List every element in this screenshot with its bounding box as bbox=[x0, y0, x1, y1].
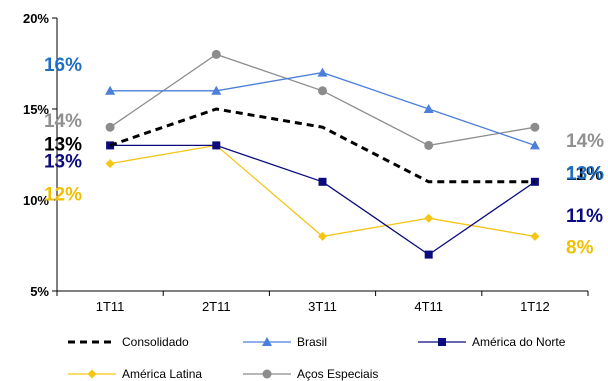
data-point bbox=[105, 159, 115, 169]
legend-item-1: Consolidado bbox=[68, 335, 189, 349]
data-point bbox=[211, 49, 221, 59]
legend-marker bbox=[87, 369, 97, 379]
legend-label: América Latina bbox=[122, 367, 202, 381]
data-label: 11% bbox=[566, 164, 603, 185]
legend-item-3: América do Norte bbox=[418, 335, 566, 349]
data-label: 13% bbox=[44, 134, 82, 155]
series-3 bbox=[106, 141, 539, 259]
legend-marker bbox=[262, 369, 272, 379]
data-point bbox=[424, 213, 434, 223]
chart-axes: 5% 10% 15% 20% 1T11 2T11 3T11 4T11 1T12 bbox=[23, 11, 589, 314]
data-point bbox=[317, 67, 328, 77]
y-tick-label: 20% bbox=[23, 11, 49, 26]
data-point bbox=[530, 122, 540, 132]
y-tick-label: 15% bbox=[23, 102, 49, 117]
legend-label: América do Norte bbox=[472, 335, 566, 349]
data-point bbox=[105, 85, 116, 95]
data-point bbox=[529, 140, 540, 150]
x-tick-label: 1T11 bbox=[96, 299, 125, 314]
data-point bbox=[424, 250, 433, 259]
legend-item-2: Brasil bbox=[243, 335, 327, 349]
data-label: 12% bbox=[44, 185, 82, 206]
legend-label: Aços Especiais bbox=[297, 367, 378, 381]
series-lines bbox=[105, 49, 540, 259]
legend-item-4: América Latina bbox=[68, 367, 202, 381]
series-1 bbox=[109, 107, 535, 184]
legend: Consolidado Brasil América do Norte América… bbox=[68, 335, 566, 381]
data-point bbox=[423, 104, 434, 113]
data-point bbox=[318, 86, 327, 96]
legend-item-5: Aços Especiais bbox=[243, 367, 378, 381]
series-line bbox=[109, 107, 535, 184]
data-label: 14% bbox=[44, 111, 82, 132]
y-tick-label: 5% bbox=[30, 284, 49, 299]
series-4 bbox=[105, 140, 540, 241]
data-point bbox=[318, 231, 327, 241]
data-label: 13% bbox=[44, 151, 82, 172]
data-point bbox=[105, 122, 115, 132]
data-point bbox=[318, 177, 327, 186]
y-tick-label: 10% bbox=[23, 193, 49, 208]
data-label: 16% bbox=[44, 55, 82, 76]
data-label: 11% bbox=[566, 206, 603, 227]
data-point bbox=[212, 141, 221, 150]
legend-label: Brasil bbox=[297, 335, 327, 349]
series-5 bbox=[105, 49, 540, 150]
series-2 bbox=[105, 67, 540, 150]
legend-label: Consolidado bbox=[122, 335, 189, 349]
data-label: 8% bbox=[566, 237, 594, 258]
x-tick-label: 3T11 bbox=[308, 299, 337, 314]
legend-marker bbox=[438, 338, 446, 346]
x-tick-label: 1T12 bbox=[520, 299, 550, 314]
legend-marker bbox=[262, 337, 272, 346]
data-label: 13% bbox=[566, 163, 604, 184]
series-line bbox=[109, 144, 536, 238]
x-tick-label: 2T11 bbox=[202, 299, 231, 314]
data-labels: 13%11%16%13%13%11%12%8%14%14% bbox=[44, 55, 604, 259]
data-point bbox=[530, 231, 540, 241]
data-point bbox=[211, 85, 222, 95]
x-tick-label: 4T11 bbox=[414, 299, 443, 314]
data-point bbox=[424, 140, 434, 150]
data-label: 14% bbox=[566, 131, 604, 152]
